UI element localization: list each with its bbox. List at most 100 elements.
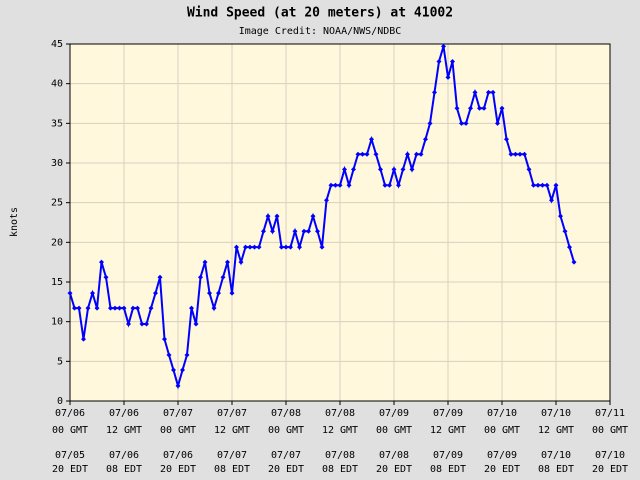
marker [108,305,113,311]
marker [373,151,379,157]
marker [562,228,568,234]
marker [553,182,559,188]
x-tick-label: 07/11 [595,408,625,419]
marker [355,151,361,157]
x-tick-label: 07/08 [325,408,355,419]
marker [558,213,563,219]
marker [265,213,271,219]
marker [247,244,253,250]
marker [297,244,302,250]
marker [486,89,491,95]
marker [261,228,266,234]
marker [301,228,307,234]
marker [342,166,347,172]
x-tick-time: 12 GMT [430,425,466,436]
x-tick-time: 00 GMT [592,425,628,436]
y-tick-label: 20 [51,237,63,248]
x-tick-time: 00 GMT [484,425,520,436]
marker [481,105,487,111]
marker [418,151,424,157]
chart-title: Wind Speed (at 20 meters) at 41002 [187,6,453,21]
marker [220,274,226,280]
marker [310,213,316,219]
marker [414,151,419,157]
marker [234,244,239,250]
marker [382,182,388,188]
x-tick-label: 07/08 [271,408,301,419]
marker [306,228,311,234]
marker [72,305,77,311]
marker [130,305,136,311]
marker [103,274,109,280]
marker [526,166,532,172]
marker [378,166,383,172]
marker [175,383,181,389]
x-tick-local-time: 08 EDT [106,464,142,475]
marker [571,259,577,265]
x-tick-local-date: 07/08 [325,450,355,461]
x-tick-local-date: 07/05 [55,450,85,461]
marker [490,89,496,95]
marker [193,321,199,327]
marker [135,305,140,311]
x-tick-label: 07/09 [433,408,463,419]
marker [148,305,154,311]
marker [279,244,284,250]
x-tick-local-time: 20 EDT [160,464,196,475]
marker [202,259,208,265]
y-tick-label: 35 [51,118,63,129]
marker [324,197,329,203]
marker [436,58,442,64]
marker [238,259,244,265]
marker [90,290,95,296]
marker [400,166,406,172]
marker [180,367,185,373]
x-tick-local-date: 07/08 [379,450,409,461]
marker [207,290,212,296]
y-tick-label: 10 [51,317,63,328]
marker [292,228,298,234]
marker [504,136,509,142]
marker [468,105,473,111]
x-tick-label: 07/09 [379,408,409,419]
marker [454,105,460,111]
marker [81,336,86,342]
marker [463,120,469,126]
marker [445,74,451,80]
x-tick-time: 00 GMT [376,425,412,436]
marker [544,182,550,188]
marker [126,321,131,327]
x-tick-local-date: 07/06 [109,450,139,461]
x-tick-label: 07/10 [541,408,571,419]
x-tick-time: 12 GMT [538,425,574,436]
marker [274,213,280,219]
marker [189,305,194,311]
marker [198,274,203,280]
marker [99,259,104,265]
y-tick-label: 5 [57,356,63,367]
marker [315,228,320,234]
x-tick-label: 07/06 [109,408,139,419]
marker [229,290,235,296]
marker [427,120,433,126]
x-tick-local-time: 20 EDT [52,464,88,475]
marker [567,244,572,250]
marker [423,136,428,142]
marker [139,321,145,327]
marker [153,290,158,296]
x-tick-local-date: 07/09 [487,450,517,461]
marker [256,244,262,250]
marker [184,352,190,358]
x-tick-local-date: 07/10 [541,450,571,461]
marker [531,182,536,188]
x-tick-local-time: 08 EDT [214,464,250,475]
x-tick-local-date: 07/07 [271,450,301,461]
x-tick-label: 07/06 [55,408,85,419]
marker [270,228,275,234]
x-tick-local-time: 08 EDT [538,464,574,475]
chart-subtitle: Image Credit: NOAA/NWS/NDBC [239,26,402,37]
marker [477,105,482,111]
y-tick-label: 30 [51,158,63,169]
